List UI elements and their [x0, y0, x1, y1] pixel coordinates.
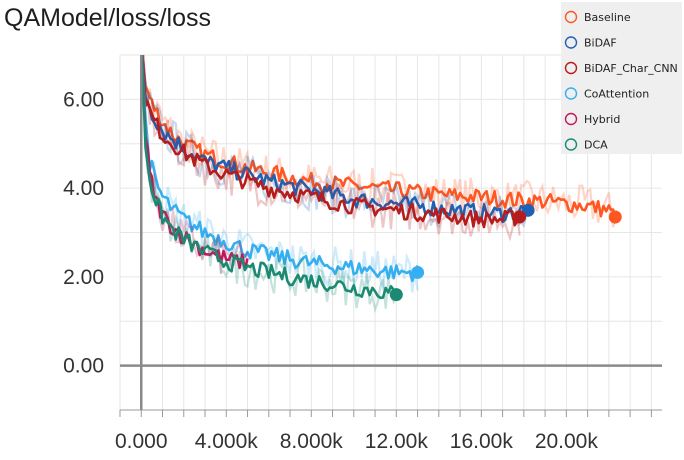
legend-label: Baseline — [584, 11, 631, 24]
series-line-dca — [140, 55, 397, 300]
legend-label: CoAttention — [584, 88, 649, 101]
legend-box — [561, 2, 682, 154]
series-endpoint-baseline — [608, 210, 622, 224]
series-line-coattention — [140, 55, 419, 283]
legend-marker-baseline-icon[interactable] — [564, 10, 578, 24]
legend-marker-dca-icon[interactable] — [564, 138, 578, 151]
series-lines — [140, 55, 622, 314]
y-tick-label: 4.00 — [63, 177, 104, 200]
series-endpoint-coattention — [411, 265, 425, 279]
series-raw-dca — [140, 55, 398, 314]
axes: 0.000 4.000k 8.000k 12.00k 16.00k 20.00k 0.00 2… — [63, 55, 662, 453]
legend-marker-bidaf-char-cnn-icon[interactable] — [564, 61, 578, 75]
series-line-bidaf-char-cnn — [140, 55, 521, 229]
legend-item-baseline[interactable]: Baseline — [564, 10, 631, 24]
series-raw-bidaf-char-cnn — [142, 55, 521, 242]
series-line-bidaf — [141, 55, 530, 224]
legend-label: BiDAF — [584, 37, 617, 50]
legend-item-dca[interactable]: DCA — [564, 138, 609, 152]
legend-item-coattention[interactable]: CoAttention — [564, 87, 650, 101]
legend-item-hybrid[interactable]: Hybrid — [564, 112, 621, 126]
legend-item-bidaf[interactable]: BiDAF — [564, 36, 617, 50]
legend-label: Hybrid — [584, 113, 620, 126]
x-tick-label: 4.000k — [195, 430, 259, 453]
legend-label: DCA — [584, 139, 608, 152]
x-tick-label: 16.00k — [450, 430, 514, 453]
y-tick-label: 6.00 — [63, 88, 104, 111]
series-endpoint-bidaf-char-cnn — [513, 210, 527, 224]
legend-marker-coattention-icon[interactable] — [564, 87, 578, 100]
legend-label: BiDAF_Char_CNN — [584, 62, 678, 75]
x-tick-label: 8.000k — [280, 430, 344, 453]
y-tick-label: 0.00 — [63, 355, 104, 378]
x-tick-label: 0.000 — [115, 430, 168, 453]
legend[interactable]: Baseline BiDAF BiDAF_Char_CNN CoAttention Hy… — [561, 2, 682, 154]
series-raw-coattention — [140, 55, 419, 293]
x-tick-label: 20.00k — [535, 430, 599, 453]
chart-title: QAModel/loss/loss — [4, 4, 212, 32]
y-tick-label: 2.00 — [63, 266, 104, 289]
x-tick-label: 12.00k — [365, 430, 429, 453]
legend-item-bidaf-char-cnn[interactable]: BiDAF_Char_CNN — [564, 61, 678, 75]
series-endpoint-dca — [389, 288, 403, 302]
legend-marker-hybrid-icon[interactable] — [564, 112, 578, 126]
legend-marker-bidaf-icon[interactable] — [564, 36, 578, 49]
